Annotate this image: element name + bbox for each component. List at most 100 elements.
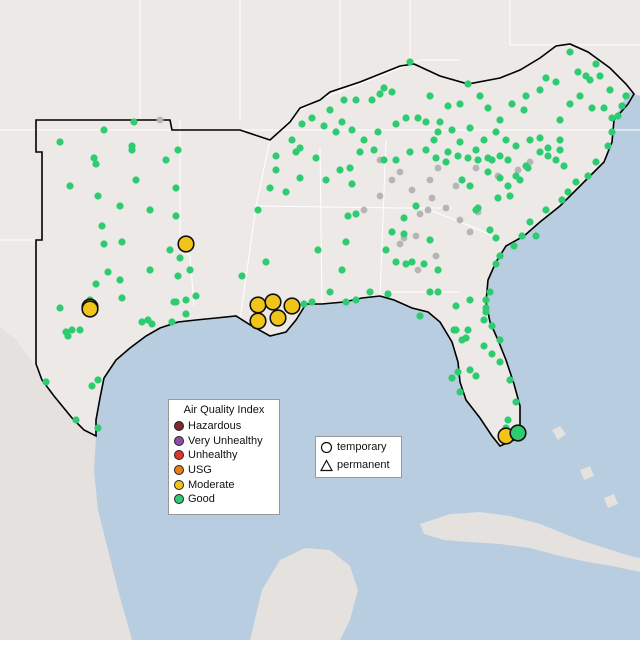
good-monitor[interactable] [544, 152, 552, 160]
good-monitor[interactable] [506, 192, 514, 200]
good-monitor[interactable] [146, 266, 154, 274]
good-monitor[interactable] [56, 304, 64, 312]
good-monitor[interactable] [508, 100, 516, 108]
good-monitor[interactable] [466, 182, 474, 190]
good-monitor[interactable] [356, 148, 364, 156]
good-monitor[interactable] [454, 152, 462, 160]
good-monitor[interactable] [618, 102, 626, 110]
good-monitor[interactable] [388, 228, 396, 236]
good-monitor[interactable] [622, 92, 630, 100]
good-monitor[interactable] [426, 236, 434, 244]
good-monitor[interactable] [456, 388, 464, 396]
good-monitor[interactable] [492, 128, 500, 136]
good-monitor[interactable] [94, 424, 102, 432]
good-monitor[interactable] [352, 210, 360, 218]
good-monitor[interactable] [482, 296, 490, 304]
good-monitor[interactable] [130, 118, 138, 126]
good-monitor[interactable] [392, 258, 400, 266]
good-monitor[interactable] [588, 104, 596, 112]
good-monitor[interactable] [352, 296, 360, 304]
good-monitor[interactable] [348, 126, 356, 134]
good-monitor[interactable] [556, 146, 564, 154]
good-monitor[interactable] [406, 148, 414, 156]
good-monitor[interactable] [414, 114, 422, 122]
good-monitor-large[interactable] [509, 424, 527, 442]
good-monitor[interactable] [66, 182, 74, 190]
good-monitor[interactable] [384, 290, 392, 298]
moderate-monitor[interactable] [249, 312, 267, 330]
good-monitor[interactable] [504, 416, 512, 424]
good-monitor[interactable] [336, 166, 344, 174]
no-data-monitor[interactable] [428, 194, 436, 202]
good-monitor[interactable] [434, 266, 442, 274]
good-monitor[interactable] [544, 144, 552, 152]
good-monitor[interactable] [406, 58, 414, 66]
good-monitor[interactable] [556, 116, 564, 124]
good-monitor[interactable] [92, 160, 100, 168]
good-monitor[interactable] [502, 136, 510, 144]
good-monitor[interactable] [402, 114, 410, 122]
good-monitor[interactable] [192, 292, 200, 300]
good-monitor[interactable] [510, 242, 518, 250]
good-monitor[interactable] [262, 258, 270, 266]
good-monitor[interactable] [524, 164, 532, 172]
good-monitor[interactable] [282, 188, 290, 196]
good-monitor[interactable] [92, 280, 100, 288]
good-monitor[interactable] [298, 120, 306, 128]
good-monitor[interactable] [542, 206, 550, 214]
good-monitor[interactable] [402, 260, 410, 268]
good-monitor[interactable] [464, 80, 472, 88]
good-monitor[interactable] [72, 416, 80, 424]
good-monitor[interactable] [600, 104, 608, 112]
good-monitor[interactable] [94, 192, 102, 200]
good-monitor[interactable] [466, 124, 474, 132]
good-monitor[interactable] [326, 106, 334, 114]
good-monitor[interactable] [492, 260, 500, 268]
good-monitor[interactable] [456, 138, 464, 146]
good-monitor[interactable] [238, 272, 246, 280]
good-monitor[interactable] [408, 258, 416, 266]
good-monitor[interactable] [466, 296, 474, 304]
moderate-monitor[interactable] [177, 235, 195, 253]
good-monitor[interactable] [374, 128, 382, 136]
good-monitor[interactable] [308, 114, 316, 122]
good-monitor[interactable] [560, 162, 568, 170]
good-monitor[interactable] [426, 288, 434, 296]
good-monitor[interactable] [512, 398, 520, 406]
good-monitor[interactable] [492, 234, 500, 242]
good-monitor[interactable] [272, 166, 280, 174]
good-monitor[interactable] [62, 328, 70, 336]
good-monitor[interactable] [162, 156, 170, 164]
no-data-monitor[interactable] [388, 176, 396, 184]
good-monitor[interactable] [296, 174, 304, 182]
good-monitor[interactable] [494, 194, 502, 202]
no-data-monitor[interactable] [456, 216, 464, 224]
good-monitor[interactable] [388, 88, 396, 96]
good-monitor[interactable] [132, 176, 140, 184]
no-data-monitor[interactable] [432, 252, 440, 260]
no-data-monitor[interactable] [412, 232, 420, 240]
no-data-monitor[interactable] [424, 206, 432, 214]
good-monitor[interactable] [68, 326, 76, 334]
good-monitor[interactable] [116, 202, 124, 210]
good-monitor[interactable] [536, 86, 544, 94]
good-monitor[interactable] [518, 232, 526, 240]
good-monitor[interactable] [604, 142, 612, 150]
no-data-monitor[interactable] [426, 176, 434, 184]
good-monitor[interactable] [464, 154, 472, 162]
good-monitor[interactable] [382, 246, 390, 254]
good-monitor[interactable] [504, 156, 512, 164]
good-monitor[interactable] [346, 164, 354, 172]
good-monitor[interactable] [496, 174, 504, 182]
good-monitor[interactable] [288, 136, 296, 144]
no-data-monitor[interactable] [414, 266, 422, 274]
good-monitor[interactable] [606, 86, 614, 94]
good-monitor[interactable] [420, 260, 428, 268]
good-monitor[interactable] [582, 72, 590, 80]
good-monitor[interactable] [348, 180, 356, 188]
good-monitor[interactable] [566, 100, 574, 108]
good-monitor[interactable] [526, 218, 534, 226]
good-monitor[interactable] [558, 196, 566, 204]
